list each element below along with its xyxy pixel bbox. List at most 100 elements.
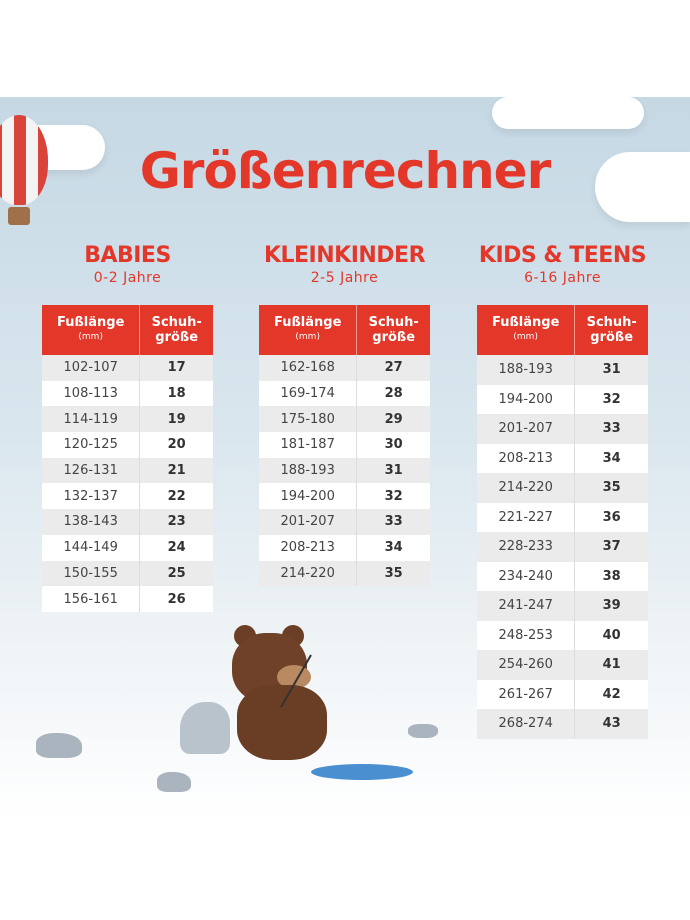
table-row: 254-260 41	[477, 650, 648, 680]
table-row: 188-193 31	[477, 355, 648, 385]
foot-length: 156-161	[42, 586, 141, 612]
table-row: 234-240 38	[477, 561, 648, 591]
table-row: 138-143 23	[42, 509, 213, 535]
table-row: 208-213 34	[259, 534, 430, 561]
shoe-size: 25	[139, 560, 213, 587]
age-range: 0-2 Jahre	[93, 270, 162, 286]
rock	[408, 724, 438, 738]
foot-length: 248-253	[477, 620, 576, 650]
table-header: Fußlänge (mm) Schuh-größe	[42, 305, 213, 355]
foot-length: 188-193	[477, 355, 576, 385]
rock	[180, 702, 230, 754]
shoe-size: 33	[574, 414, 648, 444]
section-heading: KIDS & TEENS	[478, 243, 647, 268]
foot-length: 214-220	[477, 473, 576, 503]
foot-length: 132-137	[42, 483, 141, 510]
foot-length: 162-168	[259, 355, 358, 381]
foot-length: 102-107	[42, 355, 141, 381]
table-header: Fußlänge (mm) Schuh-größe	[477, 305, 648, 355]
section-heading: BABIES	[84, 243, 171, 268]
foot-length: 194-200	[477, 384, 576, 414]
size-table: Fußlänge (mm) Schuh-größe 162-168 27 169-174 2…	[259, 305, 430, 587]
section-header: KLEINKINDER 2-5 Jahre	[229, 243, 460, 286]
table-row: 132-137 22	[42, 483, 213, 510]
table-row: 181-187 30	[259, 432, 430, 458]
bear-illustration	[222, 625, 352, 765]
table-row: 108-113 18	[42, 380, 213, 407]
table-row: 120-125 20	[42, 432, 213, 458]
hot-air-balloon-illustration	[0, 115, 48, 225]
shoe-size: 37	[574, 532, 648, 562]
shoe-size: 17	[139, 355, 213, 381]
shoe-size: 32	[356, 483, 430, 510]
section-header: BABIES 0-2 Jahre	[12, 243, 243, 286]
foot-length: 268-274	[477, 709, 576, 739]
table-row: 150-155 25	[42, 560, 213, 587]
table-header: Fußlänge (mm) Schuh-größe	[259, 305, 430, 355]
shoe-size: 41	[574, 650, 648, 680]
table-row: 102-107 17	[42, 355, 213, 381]
shoe-size: 18	[139, 380, 213, 407]
shoe-size: 28	[356, 380, 430, 407]
cloud	[492, 97, 644, 129]
foot-length: 188-193	[259, 457, 358, 484]
shoe-size: 35	[356, 560, 430, 587]
table-row: 194-200 32	[259, 483, 430, 510]
foot-length: 254-260	[477, 650, 576, 680]
shoe-size: 32	[574, 384, 648, 414]
table-row: 175-180 29	[259, 406, 430, 433]
header-shoe-size: Schuh-größe	[574, 305, 648, 355]
size-table: Fußlänge (mm) Schuh-größe 188-193 31 194-200 3…	[477, 305, 648, 739]
foot-length: 120-125	[42, 432, 141, 458]
foot-length: 221-227	[477, 502, 576, 532]
header-shoe-size: Schuh-größe	[139, 305, 213, 355]
foot-length: 144-149	[42, 534, 141, 561]
foot-length: 181-187	[259, 432, 358, 458]
shoe-size: 23	[139, 509, 213, 535]
shoe-size: 34	[356, 534, 430, 561]
header-foot-length: Fußlänge (mm)	[259, 305, 358, 355]
foot-length: 194-200	[259, 483, 358, 510]
header-shoe-size: Schuh-größe	[356, 305, 430, 355]
foot-length: 150-155	[42, 560, 141, 587]
shoe-size: 24	[139, 534, 213, 561]
foot-length: 261-267	[477, 679, 576, 709]
section-header: KIDS & TEENS 6-16 Jahre	[447, 243, 678, 286]
shoe-size: 29	[356, 406, 430, 433]
table-row: 214-220 35	[259, 560, 430, 587]
size-table: Fußlänge (mm) Schuh-größe 102-107 17 108-113 1…	[42, 305, 213, 612]
age-range: 6-16 Jahre	[524, 270, 601, 286]
foot-length: 114-119	[42, 406, 141, 433]
foot-length: 208-213	[477, 443, 576, 473]
table-row: 241-247 39	[477, 591, 648, 621]
shoe-size: 42	[574, 679, 648, 709]
foot-length: 108-113	[42, 380, 141, 407]
foot-length: 201-207	[259, 509, 358, 535]
shoe-size: 31	[574, 355, 648, 385]
table-row: 268-274 43	[477, 709, 648, 739]
foot-length: 241-247	[477, 591, 576, 621]
shoe-size: 34	[574, 443, 648, 473]
shoe-size: 22	[139, 483, 213, 510]
foot-length: 208-213	[259, 534, 358, 561]
table-row: 114-119 19	[42, 406, 213, 433]
table-row: 248-253 40	[477, 620, 648, 650]
page-title: Größenrechner	[139, 142, 552, 200]
shoe-size: 36	[574, 502, 648, 532]
age-range: 2-5 Jahre	[310, 270, 379, 286]
foot-length: 126-131	[42, 457, 141, 484]
shoe-size: 20	[139, 432, 213, 458]
table-row: 201-207 33	[477, 414, 648, 444]
ice-hole	[311, 764, 413, 780]
shoe-size: 40	[574, 620, 648, 650]
cloud	[595, 152, 690, 222]
shoe-size: 26	[139, 586, 213, 612]
shoe-size: 21	[139, 457, 213, 484]
rock	[36, 733, 82, 758]
table-row: 188-193 31	[259, 457, 430, 484]
table-row: 261-267 42	[477, 679, 648, 709]
foot-length: 175-180	[259, 406, 358, 433]
shoe-size: 35	[574, 473, 648, 503]
header-foot-length: Fußlänge (mm)	[477, 305, 576, 355]
table-row: 156-161 26	[42, 586, 213, 612]
